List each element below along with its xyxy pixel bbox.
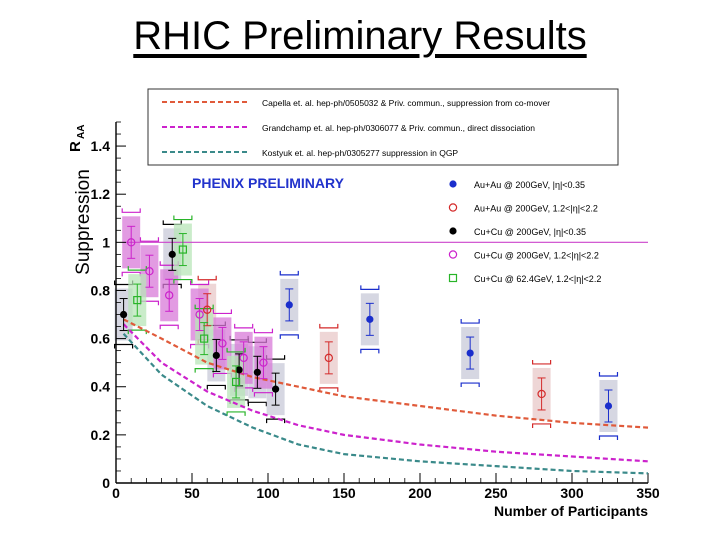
x-axis-label: Number of Participants — [494, 503, 648, 519]
series-legend-label: Au+Au @ 200GeV, 1.2<|η|<2.2 — [474, 204, 598, 214]
model-legend-label: Capella et. al. hep-ph/0505032 & Priv. c… — [262, 98, 550, 108]
data-point — [164, 291, 174, 300]
model-curve-1 — [122, 323, 649, 463]
slide-title: RHIC Preliminary Results — [133, 14, 587, 58]
data-point — [259, 358, 268, 367]
data-point — [466, 349, 474, 357]
y-tick-label: 1.2 — [91, 186, 111, 202]
series-legend-label: Au+Au @ 200GeV, |η|<0.35 — [474, 180, 585, 190]
x-tick-label: 0 — [112, 485, 120, 501]
data-point — [133, 295, 142, 305]
data-point — [200, 334, 209, 343]
data-point — [231, 377, 241, 387]
data-point — [537, 389, 546, 399]
series-legend-marker — [449, 227, 457, 235]
x-tick-label: 350 — [636, 485, 660, 501]
series-legend-marker — [449, 180, 457, 188]
series-legend-marker — [448, 273, 458, 283]
chart-legend: Capella et. al. hep-ph/0505032 & Priv. c… — [147, 88, 619, 284]
x-tick-label: 100 — [256, 485, 280, 501]
y-tick-label: 0.2 — [91, 427, 111, 443]
data-point — [253, 368, 261, 376]
chart-title: PHENIX PRELIMINARY — [192, 175, 345, 191]
y-axis-label: R — [67, 141, 84, 152]
data-point — [126, 238, 136, 247]
data-point — [324, 353, 333, 363]
systematic-bracket — [226, 347, 246, 416]
systematic-bracket — [598, 371, 619, 440]
systematic-bracket — [319, 323, 339, 392]
systematic-bracket — [279, 270, 299, 339]
model-curve-0 — [123, 318, 649, 429]
y-tick-label: 1 — [102, 234, 110, 250]
x-tick-label: 50 — [184, 485, 200, 501]
y-tick-label: 0.8 — [91, 282, 111, 298]
x-tick-label: 150 — [332, 485, 356, 501]
data-point — [178, 245, 187, 254]
model-curves — [122, 241, 649, 475]
data-point — [285, 301, 293, 309]
y-tick-label: 1.4 — [91, 138, 111, 154]
data-point — [195, 310, 204, 319]
y-axis-label-sub: AA — [76, 125, 87, 139]
chart-labels: Number of Participants R AA PHENIX PRELIMIN… — [67, 125, 648, 519]
systematic-bracket — [460, 319, 480, 388]
data-point — [202, 305, 212, 314]
series-legend-label: Cu+Cu @ 62.4GeV, 1.2<|η|<2.2 — [474, 274, 601, 284]
data-point — [272, 385, 280, 393]
data-point — [145, 267, 154, 276]
data-point — [168, 250, 176, 258]
data-point — [120, 310, 128, 319]
series-legend-label: Cu+Cu @ 200GeV, 1.2<|η|<2.2 — [474, 251, 599, 261]
data-point — [212, 351, 220, 360]
data-point — [366, 315, 374, 323]
model-legend-label: Kostyuk et. al. hep-ph/0305277 suppressi… — [262, 148, 458, 158]
model-curve-2 — [122, 333, 649, 475]
systematic-bracket — [253, 328, 274, 397]
chart-axes: 0 50 100 150 200 250 300 350 0 0.2 0.4 0.6 0.8 1 1.2 1.… — [91, 121, 660, 501]
data-point — [218, 339, 227, 348]
systematic-bracket — [360, 285, 380, 354]
series-legend-label: Cu+Cu @ 200GeV, |η|<0.35 — [474, 227, 586, 237]
x-tick-label: 250 — [484, 485, 508, 501]
systematic-bracket — [173, 215, 193, 284]
x-tick-label: 200 — [408, 485, 432, 501]
model-legend-label: Grandchamp et. al. hep-ph/0306077 & Priv… — [262, 123, 535, 133]
y-tick-label: 0.6 — [91, 331, 111, 347]
systematic-bracket — [127, 266, 147, 335]
x-tick-label: 300 — [560, 485, 584, 501]
series-legend-marker — [448, 250, 458, 259]
data-point — [239, 353, 248, 363]
data-points — [119, 225, 613, 423]
y-tick-label: 0 — [102, 475, 110, 491]
data-point — [604, 402, 613, 410]
y-tick-label: 0.4 — [91, 379, 111, 395]
systematic-bracket — [532, 359, 552, 428]
data-point — [235, 366, 243, 374]
series-legend-marker — [448, 203, 458, 212]
